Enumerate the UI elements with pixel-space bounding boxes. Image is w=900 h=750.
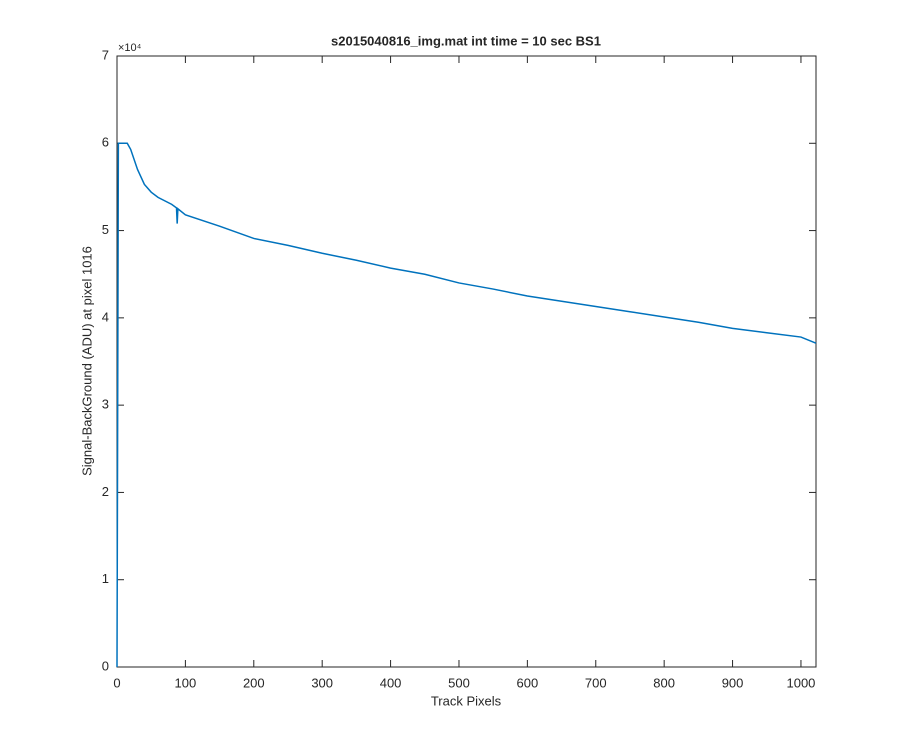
x-tick-label: 1000 [786,675,815,690]
x-tick-label: 300 [311,675,333,690]
x-tick-label: 400 [380,675,402,690]
x-tick-label: 200 [243,675,265,690]
x-tick-label: 0 [113,675,120,690]
y-tick-label: 7 [102,47,109,62]
x-tick-label: 900 [722,675,744,690]
y-tick-label: 5 [102,222,109,237]
x-tick-label: 500 [448,675,470,690]
chart-title: s2015040816_img.mat int time = 10 sec BS… [331,33,601,48]
x-tick-label: 100 [175,675,197,690]
x-tick-label: 700 [585,675,607,690]
x-axis-label: Track Pixels [431,693,502,708]
y-tick-label: 4 [102,309,109,324]
y-tick-label: 2 [102,484,109,499]
y-tick-label: 6 [102,135,109,150]
data-line [116,142,817,668]
y-tick-label: 0 [102,658,109,673]
plot-frame [116,55,817,668]
x-tick-label: 600 [517,675,539,690]
y-tick-label: 1 [102,571,109,586]
y-axis-label: Signal-BackGround (ADU) at pixel 1016 [79,246,94,476]
y-exponent: ×10⁴ [118,42,142,54]
y-tick-label: 3 [102,397,109,412]
x-tick-label: 800 [653,675,675,690]
